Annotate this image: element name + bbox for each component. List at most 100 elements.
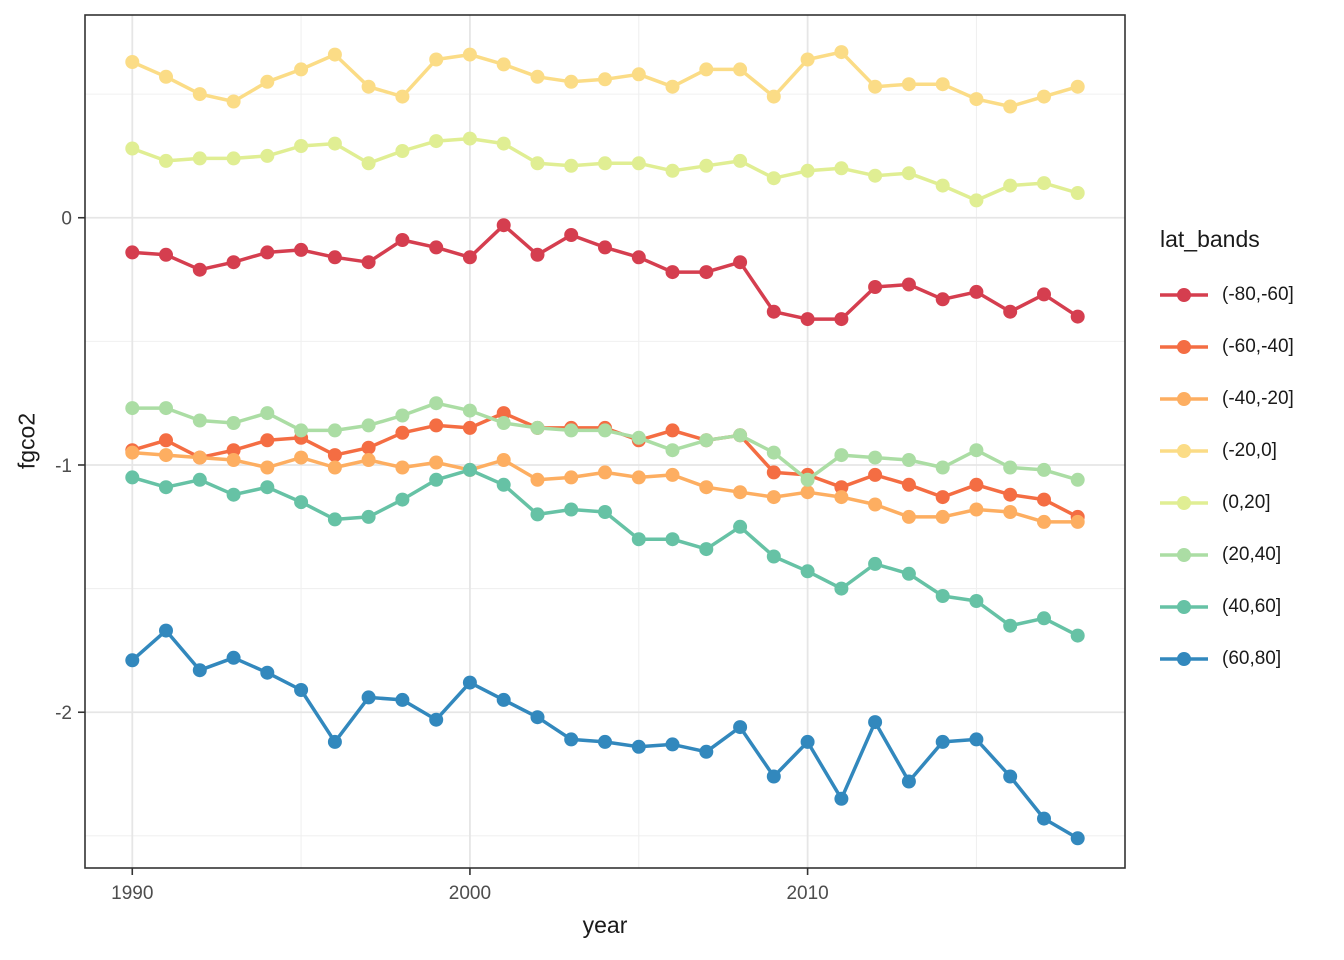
data-point — [260, 433, 275, 448]
data-point — [631, 430, 646, 445]
data-point — [1003, 460, 1018, 475]
data-point — [192, 472, 207, 487]
series-(-80,-60] — [125, 218, 1085, 327]
legend-item: (0,20] — [1158, 477, 1344, 529]
data-point — [631, 250, 646, 265]
data-point — [800, 472, 815, 487]
data-point — [935, 509, 950, 524]
data-point — [733, 153, 748, 168]
data-point — [1003, 487, 1018, 502]
data-point — [496, 477, 511, 492]
data-point — [395, 425, 410, 440]
data-point — [1070, 186, 1085, 200]
data-point — [935, 460, 950, 475]
data-point — [868, 467, 883, 482]
data-point — [260, 480, 275, 495]
data-point — [901, 166, 916, 181]
data-point — [564, 228, 579, 242]
data-point — [294, 683, 309, 697]
data-point — [564, 74, 579, 89]
data-point — [327, 512, 342, 527]
data-point — [395, 460, 410, 475]
data-point — [834, 448, 849, 463]
data-point — [564, 470, 579, 485]
data-point — [361, 79, 376, 94]
data-point — [834, 490, 849, 505]
data-point — [598, 72, 612, 87]
data-point — [294, 139, 309, 153]
data-point — [868, 450, 883, 465]
data-point — [226, 650, 241, 665]
data-point — [935, 734, 950, 749]
data-point — [361, 418, 376, 433]
data-point — [327, 448, 342, 463]
legend-item: (40,60] — [1158, 581, 1344, 633]
data-point — [598, 734, 612, 749]
x-axis-title: year — [582, 912, 628, 938]
data-point — [226, 416, 241, 430]
legend-key-icon — [1160, 652, 1208, 666]
data-point — [969, 732, 984, 747]
data-point — [868, 280, 883, 294]
data-point — [530, 247, 545, 262]
data-point — [1070, 831, 1085, 846]
legend-title: lat_bands — [1160, 226, 1260, 252]
data-point — [327, 734, 342, 749]
data-point — [800, 564, 815, 579]
data-point — [598, 156, 612, 171]
data-point — [766, 769, 781, 784]
data-point — [327, 136, 342, 151]
data-point — [766, 304, 781, 319]
legend-item: (-20,0] — [1158, 425, 1344, 477]
data-point — [192, 262, 207, 277]
data-point — [530, 69, 545, 84]
legend-item: (-80,-60] — [1158, 269, 1344, 321]
data-point — [800, 485, 815, 500]
data-point — [462, 420, 477, 435]
data-point — [969, 284, 984, 299]
data-point — [1037, 514, 1051, 529]
data-point — [834, 581, 849, 596]
legend-item: (60,80] — [1158, 633, 1344, 685]
data-point — [226, 151, 241, 166]
legend: lat_bands (-80,-60] (-60,-40] (-40,-20] (-2… — [1158, 226, 1344, 685]
data-point — [462, 462, 477, 477]
series-(-40,-20] — [125, 445, 1085, 529]
data-point — [530, 472, 545, 487]
data-point — [260, 665, 275, 680]
data-point — [1003, 769, 1018, 784]
data-point — [327, 47, 342, 62]
x-tick-label: 1990 — [111, 883, 153, 904]
data-point — [1070, 628, 1085, 643]
data-point — [901, 566, 916, 581]
data-point — [496, 416, 511, 430]
data-point — [834, 161, 849, 176]
data-point — [294, 242, 309, 257]
data-point — [327, 250, 342, 265]
data-point — [935, 77, 950, 92]
data-point — [1037, 89, 1051, 104]
data-point — [327, 423, 342, 438]
data-point — [395, 89, 410, 104]
y-tick-label: -2 — [55, 703, 72, 724]
data-point — [901, 509, 916, 524]
data-point — [1037, 176, 1051, 191]
legend-label: (-80,-60] — [1222, 284, 1294, 305]
data-point — [733, 255, 748, 270]
data-point — [766, 549, 781, 564]
series-(20,40] — [125, 396, 1085, 487]
legend-label: (-60,-40] — [1222, 336, 1294, 357]
data-point — [969, 594, 984, 608]
data-point — [496, 453, 511, 467]
data-point — [564, 502, 579, 517]
data-point — [226, 94, 241, 109]
data-point — [665, 532, 680, 547]
data-point — [294, 423, 309, 438]
data-point — [766, 445, 781, 460]
panel-border — [84, 14, 1126, 869]
data-point — [260, 245, 275, 260]
legend-label: (20,40] — [1222, 544, 1282, 565]
data-point — [699, 265, 714, 280]
